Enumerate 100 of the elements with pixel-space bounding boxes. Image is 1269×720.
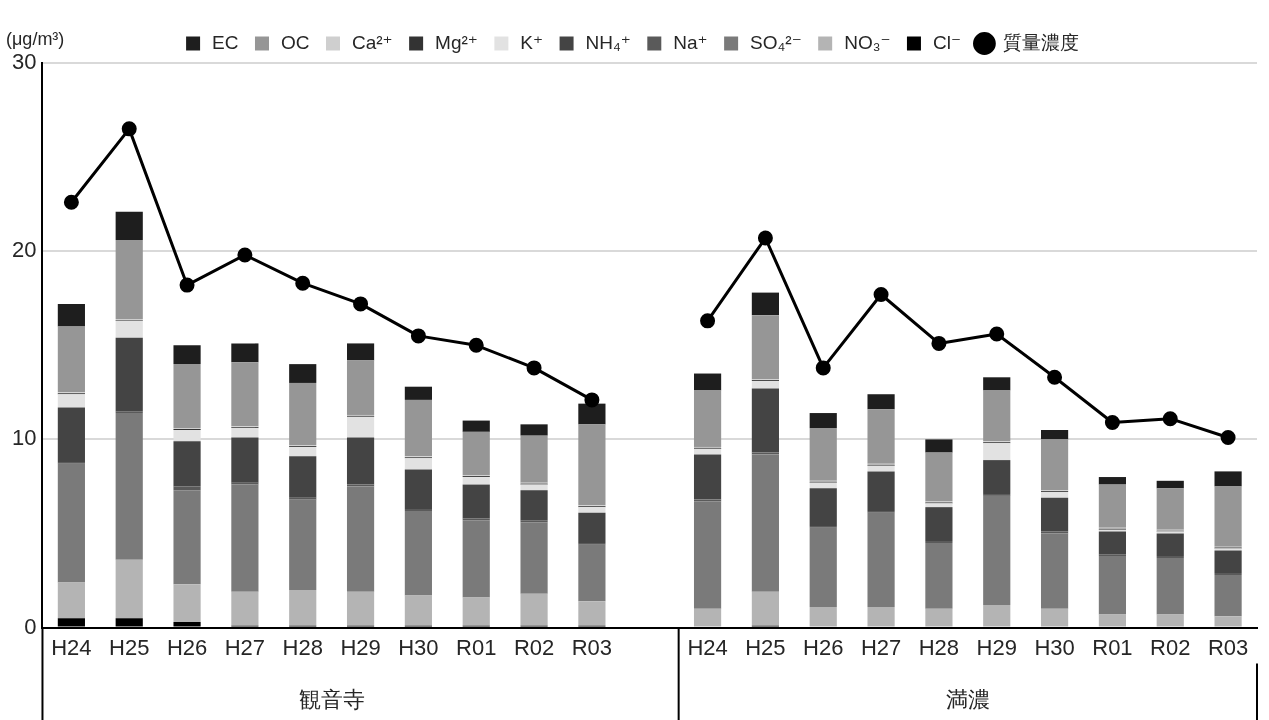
- x-tick-label: R03: [1207, 634, 1249, 660]
- bar: [231, 437, 259, 483]
- bar: [1040, 533, 1069, 609]
- y-tick-label: 30: [11, 49, 37, 75]
- bar: [867, 465, 895, 472]
- bar: [751, 591, 779, 626]
- bar: [867, 471, 895, 511]
- bar: [1156, 480, 1184, 489]
- point: [1047, 369, 1063, 385]
- bar: [404, 386, 432, 400]
- bar: [1214, 574, 1242, 617]
- point: [757, 230, 773, 246]
- bar: [1098, 477, 1126, 485]
- point: [179, 277, 195, 293]
- bar: [289, 589, 317, 626]
- bar: [925, 452, 953, 502]
- legend-label: Mg²⁺: [435, 31, 478, 53]
- x-tick-label: R01: [1092, 634, 1133, 660]
- x-tick-label: R03: [571, 634, 613, 660]
- bar: [520, 593, 548, 626]
- legend-label: NO₃⁻: [844, 31, 891, 53]
- x-tick-label: H26: [166, 634, 208, 660]
- bar: [867, 409, 895, 464]
- bar: [1214, 486, 1242, 547]
- point: [63, 194, 79, 210]
- bar: [346, 486, 375, 592]
- bar: [983, 495, 1011, 606]
- x-tick-label: H25: [745, 634, 786, 660]
- bar: [57, 326, 85, 393]
- bar: [115, 239, 143, 319]
- point: [1220, 430, 1236, 446]
- bar: [1098, 556, 1126, 615]
- bar: [404, 399, 432, 457]
- bar: [462, 420, 490, 432]
- bar: [1214, 471, 1242, 487]
- text: 満濃: [945, 686, 990, 712]
- x-tick-label: H28: [918, 634, 960, 660]
- bar: [520, 522, 548, 594]
- bar: [1156, 614, 1184, 627]
- bar: [1040, 439, 1069, 491]
- bar: [231, 428, 259, 438]
- bar: [578, 601, 606, 626]
- legend-label: SO₄²⁻: [750, 31, 802, 53]
- bar: [809, 488, 837, 526]
- y-axis-title: (μg/m³): [6, 28, 65, 49]
- bar: [1040, 429, 1069, 440]
- bar: [578, 403, 606, 425]
- bar: [57, 394, 85, 408]
- x-tick-label: R02: [513, 634, 555, 660]
- bar: [1214, 616, 1242, 627]
- x-tick-label: H24: [51, 634, 92, 660]
- legend-label: EC: [212, 31, 239, 53]
- bar: [173, 364, 201, 429]
- bar: [983, 390, 1011, 442]
- bar: [57, 582, 85, 619]
- bar: [809, 428, 837, 481]
- bar: [983, 605, 1011, 627]
- bar: [983, 460, 1011, 494]
- bar: [173, 584, 201, 622]
- bar: [751, 292, 779, 316]
- bar: [115, 320, 143, 338]
- bar: [173, 490, 201, 585]
- bar: [57, 303, 85, 327]
- bar: [346, 416, 375, 438]
- point: [815, 360, 831, 376]
- bar: [1040, 492, 1069, 498]
- bar: [57, 463, 85, 583]
- point: [410, 328, 426, 344]
- bar: [809, 527, 837, 607]
- bar: [289, 364, 317, 383]
- point: [526, 360, 542, 376]
- point: [873, 286, 889, 302]
- bar: [1098, 531, 1126, 555]
- bar: [115, 559, 143, 619]
- bar: [867, 512, 895, 607]
- bar: [809, 606, 837, 627]
- bar: [115, 413, 143, 560]
- bar: [925, 507, 953, 542]
- bar: [1214, 550, 1242, 574]
- point: [1104, 414, 1120, 430]
- x-tick-label: H30: [398, 634, 439, 660]
- legend-label: Cl⁻: [932, 31, 961, 53]
- x-tick-label: H29: [340, 634, 381, 660]
- bar: [809, 413, 837, 429]
- bar: [693, 390, 722, 447]
- point: [237, 247, 253, 263]
- bar: [231, 343, 259, 363]
- bar: [346, 437, 375, 485]
- x-tick-label: H27: [860, 634, 902, 660]
- bar: [693, 501, 722, 609]
- bar: [173, 345, 201, 365]
- bar: [1040, 608, 1069, 627]
- legend-label: K⁺: [520, 31, 544, 53]
- point: [468, 337, 484, 353]
- bar: [462, 431, 490, 476]
- legend-label: NH₄⁺: [585, 31, 631, 53]
- bar: [173, 441, 201, 487]
- bar: [1098, 484, 1126, 528]
- bar: [346, 360, 375, 415]
- bar: [1156, 488, 1184, 530]
